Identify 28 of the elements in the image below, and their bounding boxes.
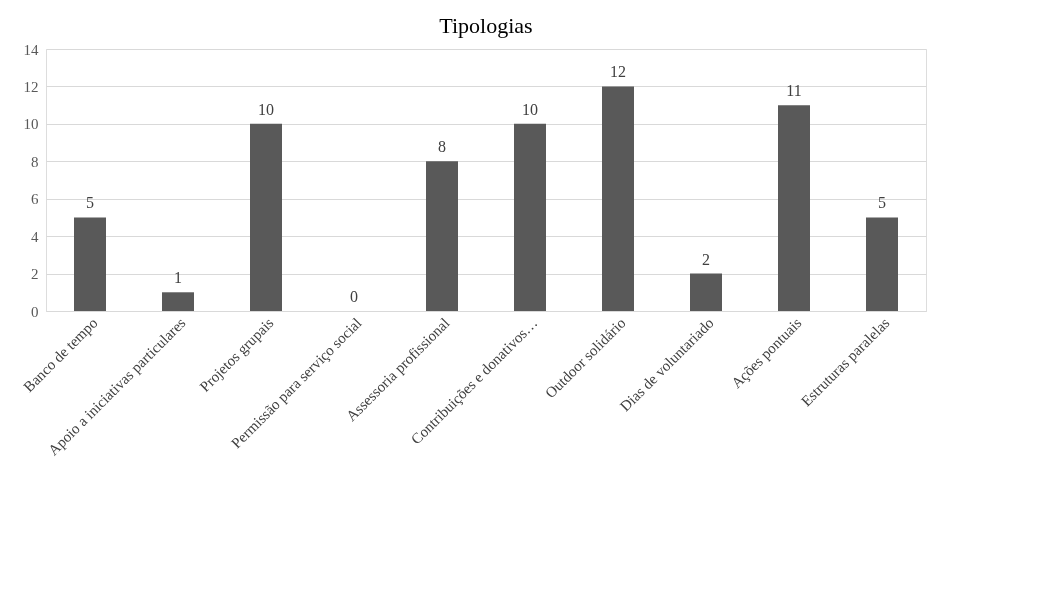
data-label: 8 (438, 138, 446, 156)
bar (514, 123, 546, 311)
bar (250, 123, 282, 311)
bar (602, 86, 634, 311)
y-tick-label: 12 (23, 78, 39, 95)
y-tick-label: 14 (23, 41, 39, 58)
bar (426, 161, 458, 311)
bar (162, 292, 194, 311)
bar (778, 105, 810, 311)
data-label: 0 (350, 288, 358, 305)
y-tick-label: 4 (31, 228, 39, 245)
data-label: 5 (86, 194, 94, 212)
data-label: 10 (258, 100, 274, 118)
chart-title: Tipologias (439, 13, 533, 38)
data-label: 10 (522, 100, 538, 118)
bar (690, 273, 722, 311)
y-tick-label: 10 (23, 116, 39, 133)
data-label: 11 (786, 82, 802, 100)
y-tick-label: 0 (31, 303, 39, 320)
y-tick-label: 6 (31, 191, 39, 208)
y-tick-label: 8 (31, 153, 39, 170)
data-label: 12 (610, 63, 626, 81)
bar (74, 217, 106, 311)
bar (866, 217, 898, 311)
y-tick-label: 2 (31, 266, 39, 283)
data-label: 1 (174, 269, 182, 287)
data-label: 5 (878, 194, 886, 212)
data-label: 2 (702, 250, 710, 268)
